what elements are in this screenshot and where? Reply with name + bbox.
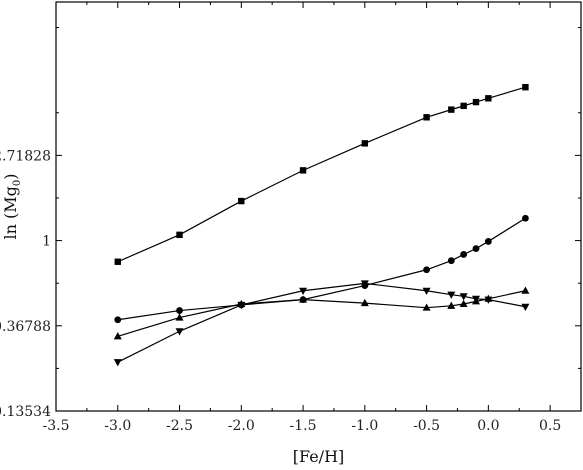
data-point-triangle-up	[521, 286, 530, 294]
data-point-triangle-up	[175, 313, 184, 321]
data-point-triangle-down	[447, 291, 456, 299]
data-point-circle	[472, 245, 480, 253]
data-point-triangle-down	[237, 301, 246, 310]
y-axis-label-subscript: 0	[12, 180, 23, 186]
x-tick-label: 0.0	[477, 418, 499, 434]
data-point-triangle-down	[113, 359, 122, 367]
data-point-circle	[447, 257, 455, 265]
y-axis-label-suffix: )	[1, 174, 20, 180]
data-point-triangle-up	[360, 298, 369, 307]
data-point-triangle-up	[422, 303, 431, 311]
x-tick-label: -3.5	[43, 418, 70, 434]
data-point-square	[448, 106, 455, 113]
data-point-circle	[460, 251, 468, 258]
data-point-circle	[176, 307, 183, 314]
data-point-square	[423, 114, 430, 121]
y-axis-label-main: ln (Mg	[1, 186, 20, 239]
y-axis-label: ln (Mg0)	[1, 174, 23, 240]
data-point-square	[114, 258, 121, 265]
data-point-triangle-down	[472, 295, 480, 303]
data-point-square	[485, 95, 492, 102]
series-triangle-up	[113, 286, 530, 340]
data-point-circle	[423, 266, 430, 274]
x-tick-label: -1.5	[290, 418, 317, 434]
data-point-circle	[522, 214, 529, 222]
data-point-triangle-down	[521, 303, 530, 311]
series-square	[114, 84, 529, 265]
data-point-square	[361, 140, 369, 147]
plot-border	[55, 1, 582, 412]
data-point-square	[522, 84, 529, 91]
data-point-square	[176, 231, 183, 239]
data-point-triangle-up	[113, 332, 122, 340]
data-point-triangle-down	[360, 280, 369, 288]
x-tick-label: -0.5	[413, 418, 440, 434]
y-tick-label: 0.13534	[0, 404, 51, 420]
data-point-triangle-down	[299, 287, 308, 295]
x-tick-label: -3.0	[104, 418, 131, 434]
x-tick-label: -2.5	[166, 418, 193, 434]
data-point-circle	[114, 316, 122, 324]
y-tick-label: 0.36788	[0, 319, 51, 335]
axis-ticks: -3.5 -3.0 -2.5 -2.0 -1.5 -1.0 -0.5 0.0 0.5 0.1353…	[0, 2, 582, 434]
y-tick-label: 1	[42, 234, 51, 250]
data-point-triangle-up	[447, 301, 456, 309]
data-point-triangle-up	[299, 295, 308, 303]
data-point-square	[299, 167, 307, 174]
x-axis-label: [Fe/H]	[293, 447, 345, 466]
series-group	[113, 84, 530, 367]
data-point-triangle-down	[484, 296, 493, 304]
series-triangle-down	[113, 280, 530, 367]
data-point-triangle-up	[459, 299, 468, 308]
data-point-square	[460, 102, 467, 110]
data-point-triangle-down	[422, 287, 431, 295]
x-tick-label: -2.0	[228, 418, 255, 434]
y-tick-label: 2.71828	[0, 148, 51, 164]
data-point-triangle-down	[459, 293, 468, 301]
data-point-triangle-down	[175, 328, 184, 336]
x-tick-label: 0.5	[539, 418, 561, 434]
data-point-circle	[484, 238, 492, 245]
data-point-square	[472, 98, 480, 106]
plot-frame	[55, 1, 582, 412]
data-point-square	[238, 197, 245, 205]
x-tick-label: -1.0	[351, 418, 378, 434]
